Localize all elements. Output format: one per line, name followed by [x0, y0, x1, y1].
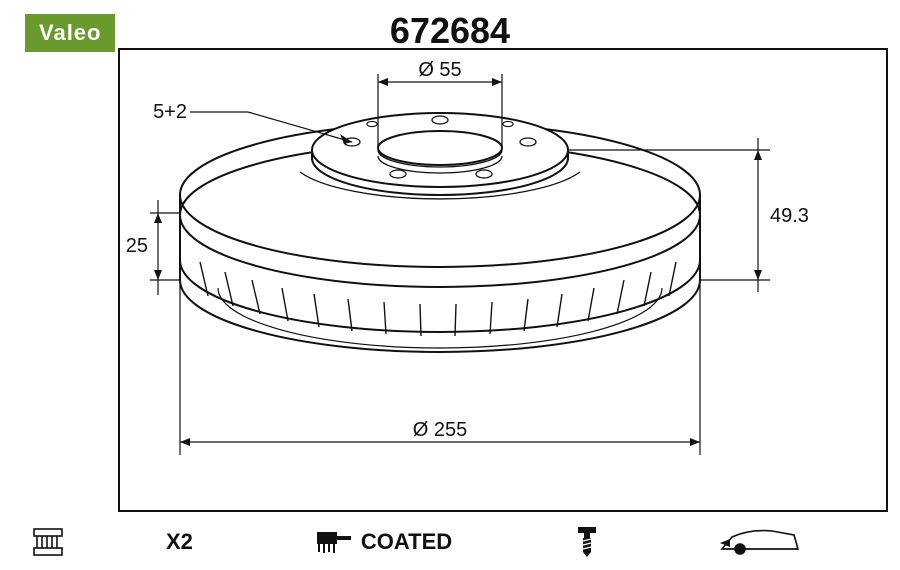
- coating-label: COATED: [361, 529, 452, 555]
- screw-icon: [572, 525, 602, 559]
- quantity-label: X2: [166, 529, 193, 555]
- dim-height: 49.3: [770, 205, 809, 227]
- dim-outer: Ø 255: [413, 419, 467, 441]
- footer-vented-icon: [28, 525, 76, 559]
- brush-icon: [313, 526, 353, 558]
- dim-thickness: 25: [126, 235, 148, 257]
- footer-car-icon: [720, 527, 808, 557]
- technical-drawing: Ø 55 5+2 25 49.3 Ø 255: [0, 0, 900, 570]
- footer-screw-icon: [572, 525, 610, 559]
- footer-bar: X2 COATED: [0, 514, 900, 570]
- footer-quantity: X2: [166, 529, 193, 555]
- dim-bolts: 5+2: [153, 101, 187, 123]
- car-front-icon: [720, 527, 800, 557]
- vented-disc-icon: [28, 525, 68, 559]
- dim-bore: Ø 55: [418, 59, 461, 81]
- footer-coated: COATED: [313, 526, 452, 558]
